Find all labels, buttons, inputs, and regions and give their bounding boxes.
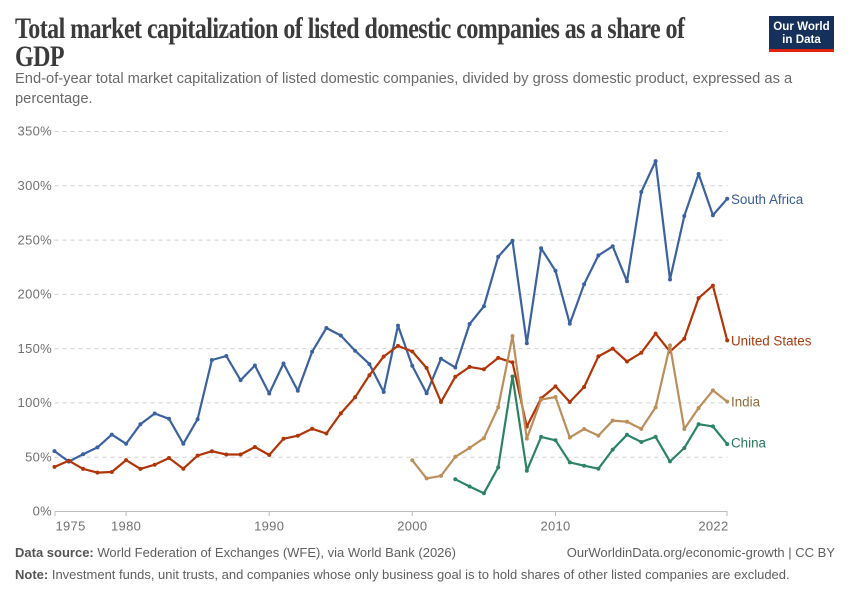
svg-text:0%: 0% xyxy=(33,504,53,519)
svg-text:250%: 250% xyxy=(18,232,53,247)
svg-text:United States: United States xyxy=(731,334,812,349)
svg-text:South Africa: South Africa xyxy=(731,192,804,207)
svg-text:2022: 2022 xyxy=(698,519,728,534)
svg-text:50%: 50% xyxy=(25,449,52,464)
svg-text:2010: 2010 xyxy=(540,519,570,534)
svg-text:1980: 1980 xyxy=(111,519,141,534)
svg-text:1990: 1990 xyxy=(254,519,284,534)
svg-text:100%: 100% xyxy=(18,395,53,410)
svg-text:200%: 200% xyxy=(18,287,53,302)
svg-text:India: India xyxy=(731,395,761,410)
svg-text:1975: 1975 xyxy=(56,519,86,534)
svg-text:China: China xyxy=(731,436,767,451)
svg-text:300%: 300% xyxy=(18,178,53,193)
svg-text:150%: 150% xyxy=(18,341,53,356)
svg-text:350%: 350% xyxy=(18,124,53,139)
svg-text:2000: 2000 xyxy=(397,519,427,534)
